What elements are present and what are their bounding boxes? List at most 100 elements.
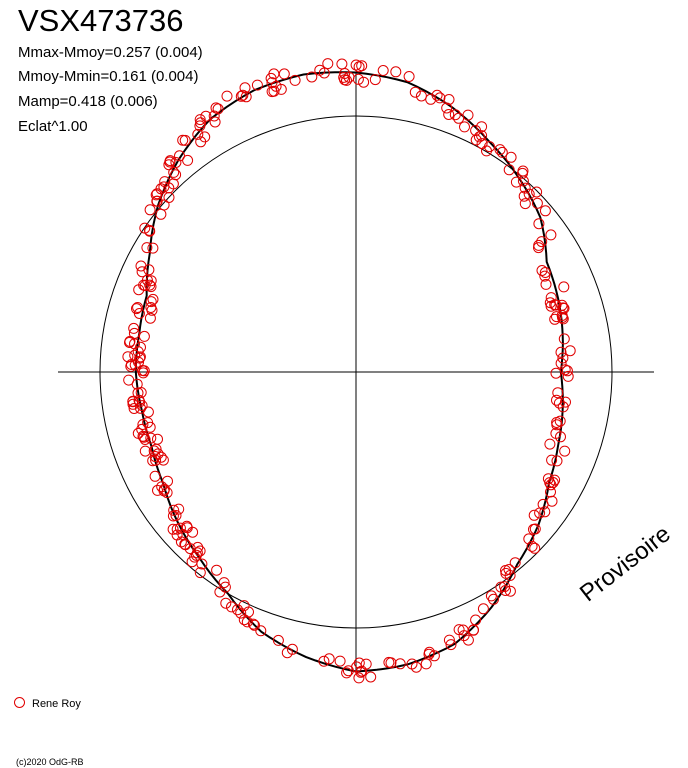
data-point: [551, 394, 562, 406]
data-point: [468, 624, 479, 636]
data-point: [144, 312, 156, 324]
data-point: [360, 658, 372, 670]
data-point: [138, 330, 150, 342]
data-point: [255, 625, 267, 637]
data-point: [561, 365, 573, 377]
data-point: [441, 102, 453, 114]
data-point: [369, 74, 381, 86]
data-point: [192, 128, 204, 140]
data-point: [459, 121, 470, 133]
data-point: [484, 141, 495, 153]
data-point: [539, 205, 551, 217]
data-point: [137, 367, 149, 379]
data-point: [523, 188, 535, 200]
data-point: [194, 114, 206, 126]
data-point: [551, 455, 563, 467]
data-point: [551, 311, 562, 323]
data-point: [249, 619, 260, 631]
data-point: [137, 419, 149, 430]
data-point: [191, 547, 203, 559]
data-point: [485, 590, 497, 602]
data-point: [179, 538, 191, 550]
data-point: [322, 58, 334, 70]
data-point: [557, 352, 569, 364]
data-point: [142, 406, 154, 418]
data-point: [554, 415, 566, 427]
data-point: [145, 281, 157, 293]
data-point: [509, 557, 521, 569]
data-point: [139, 445, 151, 457]
data-point: [182, 154, 194, 166]
data-point: [148, 445, 160, 457]
data-point: [499, 581, 511, 593]
reference-circle: [99, 115, 613, 629]
data-point: [200, 110, 212, 122]
data-point: [195, 117, 207, 129]
data-point: [410, 661, 422, 673]
data-point: [545, 479, 557, 491]
data-point: [533, 218, 545, 230]
data-point: [136, 266, 148, 278]
data-point: [531, 186, 543, 198]
legend-label: Rene Roy: [32, 698, 81, 710]
data-point: [477, 603, 489, 615]
data-point: [136, 423, 148, 435]
data-point: [239, 82, 251, 94]
data-point: [145, 296, 157, 308]
data-point: [157, 454, 169, 466]
data-point: [476, 121, 488, 133]
data-point: [352, 73, 364, 85]
data-point: [443, 634, 455, 646]
legend-marker-icon: [14, 697, 25, 708]
data-point: [536, 236, 548, 248]
stat-amplitude: Mamp=0.418 (0.006): [18, 93, 158, 110]
data-point: [539, 270, 551, 282]
data-point: [214, 586, 226, 598]
data-point: [390, 66, 402, 78]
data-point: [545, 292, 557, 304]
stat-brightness-exponent: Eclat^1.00: [18, 118, 88, 135]
data-point: [494, 144, 506, 156]
chart-title: VSX473736: [18, 3, 184, 38]
data-point: [167, 178, 179, 190]
data-point: [156, 481, 168, 493]
data-point: [519, 182, 531, 194]
data-point: [266, 77, 278, 89]
data-point: [132, 387, 144, 399]
data-point: [170, 510, 182, 521]
data-point: [443, 109, 455, 120]
data-points: [122, 58, 576, 684]
data-point: [560, 396, 571, 408]
data-point: [149, 470, 161, 482]
data-point: [168, 504, 180, 516]
data-point: [425, 93, 437, 105]
data-point: [125, 360, 137, 372]
data-point: [519, 198, 531, 210]
data-point: [529, 542, 541, 554]
data-point: [243, 606, 254, 618]
data-point: [431, 89, 443, 101]
data-point: [134, 396, 146, 408]
data-point: [220, 597, 232, 609]
data-point: [170, 157, 182, 168]
data-point: [377, 65, 389, 76]
data-point: [155, 208, 167, 220]
data-point: [150, 189, 162, 201]
data-point: [342, 665, 354, 677]
data-point: [531, 197, 543, 209]
data-point: [218, 577, 230, 589]
data-point: [212, 103, 224, 115]
data-point: [123, 374, 135, 386]
data-point: [496, 146, 508, 158]
data-point: [152, 433, 163, 445]
data-point: [529, 523, 541, 535]
data-point: [517, 175, 529, 187]
data-point: [353, 672, 365, 684]
data-point: [181, 522, 193, 534]
data-point: [141, 242, 153, 254]
data-point: [164, 155, 176, 167]
data-point: [449, 109, 461, 121]
data-point: [266, 86, 278, 98]
data-point: [142, 417, 154, 429]
data-point: [443, 94, 455, 105]
